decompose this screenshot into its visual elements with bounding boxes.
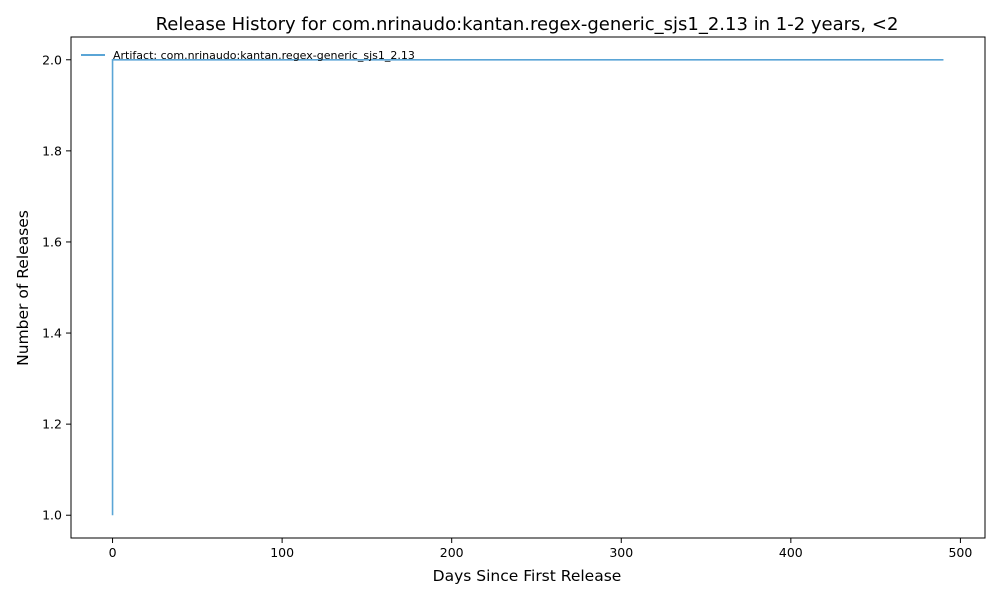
x-tick-label: 0 [109,545,117,560]
x-axis: 0 100 200 300 400 500 [109,538,972,560]
legend-label: Artifact: com.nrinaudo:kantan.regex-gene… [113,49,415,62]
legend: Artifact: com.nrinaudo:kantan.regex-gene… [81,49,415,62]
x-axis-label: Days Since First Release [433,567,622,585]
y-axis-label: Number of Releases [14,210,32,366]
y-tick-label: 1.0 [42,508,62,523]
y-axis: 1.0 1.2 1.4 1.6 1.8 2.0 [42,52,71,523]
y-tick-label: 1.8 [42,143,62,158]
y-tick-label: 1.2 [42,417,62,432]
x-tick-label: 400 [779,545,803,560]
series-line [111,58,944,516]
series-layer [111,58,944,516]
x-tick-label: 300 [609,545,633,560]
y-tick-label: 1.6 [42,234,62,249]
x-tick-label: 200 [440,545,464,560]
x-tick-label: 500 [948,545,972,560]
y-tick-label: 1.4 [42,326,62,341]
y-tick-label: 2.0 [42,52,62,67]
plot-area-frame [70,36,986,539]
x-tick-label: 100 [270,545,294,560]
chart-title: Release History for com.nrinaudo:kantan.… [156,14,899,35]
